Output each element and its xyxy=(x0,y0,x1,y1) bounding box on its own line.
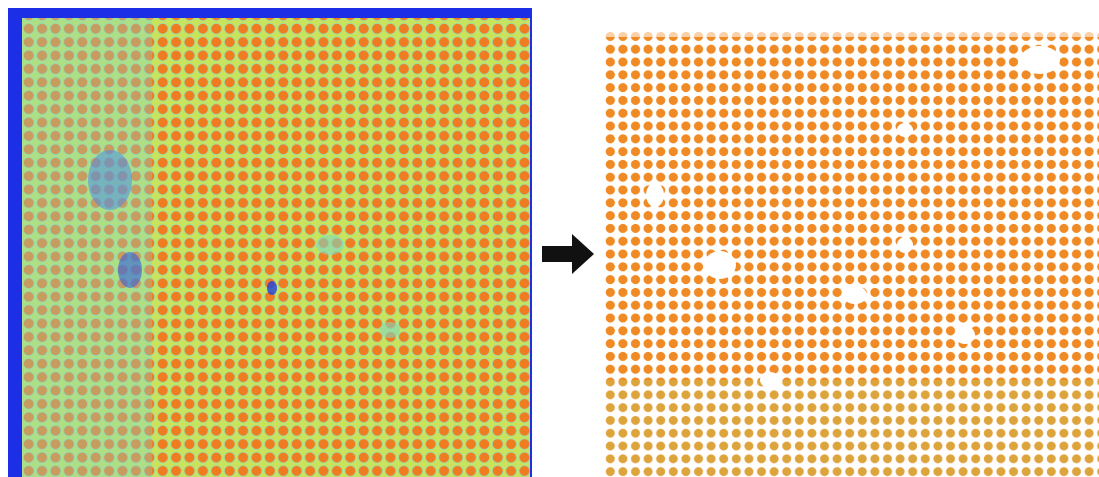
cyan-patch xyxy=(380,322,400,338)
left-image xyxy=(8,8,532,477)
left-edge xyxy=(8,8,22,477)
gap xyxy=(1020,46,1060,74)
gap xyxy=(704,251,736,279)
figure xyxy=(0,0,1099,477)
gap xyxy=(760,372,780,388)
blue-patch xyxy=(267,281,277,295)
gap xyxy=(897,237,913,253)
gap xyxy=(955,326,975,344)
cyan-patch xyxy=(316,235,344,255)
cyan-shade xyxy=(22,18,152,477)
right-image xyxy=(604,25,1099,477)
top-fade xyxy=(604,25,1099,37)
blue-patch xyxy=(118,252,142,288)
page-body: (() => { const data = JSON.parse(documen… xyxy=(0,0,1099,477)
page: Image {} html, body { margin: 0; padding… xyxy=(0,0,1099,477)
blue-patch xyxy=(88,150,132,210)
green-shade xyxy=(604,380,1099,477)
gap xyxy=(897,123,913,137)
gap xyxy=(646,183,664,207)
arrow xyxy=(542,234,594,274)
gap xyxy=(843,286,867,304)
